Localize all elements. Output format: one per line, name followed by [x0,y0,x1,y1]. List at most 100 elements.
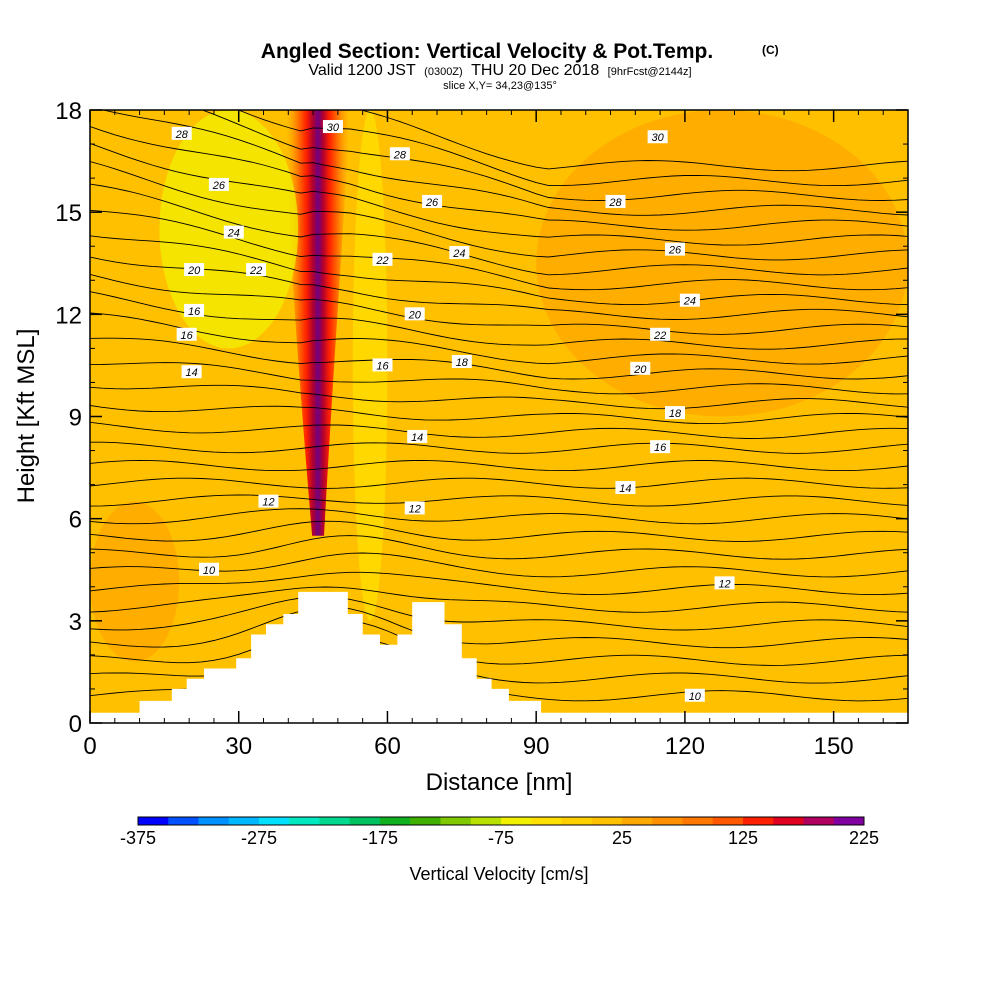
y-tick-label: 12 [55,302,82,329]
y-tick-label: 15 [55,200,82,227]
svg-text:14: 14 [411,432,423,444]
colorbar-swatch [591,817,623,825]
contour-label: 20 [630,361,651,376]
colorbar-swatch [289,817,320,825]
theta-contour-line [90,291,908,350]
contour-label: 16 [650,440,671,454]
axes: 0 30 60 90 120 150 0 3 6 9 12 15 18 [55,98,908,760]
contour-label: 16 [372,358,393,372]
plot-area: 28 30 28 30 26 28 26 24 26 24 22 20 22 24 16 20 16 22 18 16… [90,110,908,723]
svg-text:12: 12 [409,503,421,515]
contour-label: 24 [679,293,700,308]
theta-contour-line [90,459,908,472]
svg-text:16: 16 [188,306,201,318]
contour-label: 30 [322,120,343,134]
valid-date: THU 20 Dec 2018 [471,62,599,79]
theta-contour-line [90,520,908,542]
theta-contour-line [101,110,908,216]
colorbar-swatch [470,817,502,825]
updraft-core-0 [286,110,350,536]
theta-contour-line [90,312,908,365]
colorbar-swatch [501,817,532,825]
theta-contour-line [90,596,908,631]
colorbar-tick-label: -75 [488,828,514,848]
x-tick-label: 120 [665,733,705,760]
x-tick-label: 30 [225,733,252,760]
colorbar-tick-label: 25 [612,828,632,848]
colorbar-swatch [622,817,653,825]
colorbar: -375 -275 -175 -75 25 125 225 [120,816,879,848]
theta-contour-line [359,110,908,172]
theta-contour-line [90,273,908,335]
colorbar-swatch [228,817,260,825]
copyright-mark: (C) [762,43,779,57]
contour-label: 14 [181,365,202,379]
svg-text:22: 22 [249,265,262,277]
contour-label: 10 [198,562,219,577]
weak-updraft-1 [90,501,180,662]
colorbar-swatch [803,817,835,825]
contour-label: 18 [664,406,685,420]
svg-text:16: 16 [376,360,389,372]
theta-contour-line [90,161,908,261]
colorbar-tick-label: -175 [362,828,398,848]
svg-text:28: 28 [608,197,622,209]
theta-contour-line [90,619,908,666]
contour-label: 14 [615,481,636,495]
colorbar-swatch [652,817,683,825]
contour-label: 20 [184,263,205,277]
svg-text:18: 18 [669,408,682,420]
svg-text:20: 20 [408,309,422,321]
colorbar-swatch [773,817,804,825]
colorbar-swatch [380,817,411,825]
svg-text:16: 16 [654,442,667,454]
x-tick-label: 60 [374,733,401,760]
theta-contour-line [90,126,908,231]
svg-text:12: 12 [718,578,730,590]
theta-contour-line [90,256,908,320]
y-axis-title: Height [Kft MSL] [13,329,40,504]
svg-text:22: 22 [375,255,388,267]
svg-text:26: 26 [212,180,226,192]
svg-text:28: 28 [175,129,189,141]
colorbar-tick-label: -275 [241,828,277,848]
colorbar-swatch [712,817,744,825]
theta-contour-line [90,362,908,395]
contour-label: 26 [664,242,685,257]
svg-text:26: 26 [668,245,682,257]
terrain [90,591,908,723]
colorbar-swatch [743,817,774,825]
svg-text:10: 10 [203,565,216,577]
contour-label: 20 [404,307,425,321]
colorbar-swatch [349,817,381,825]
contour-label: 22 [372,252,393,267]
svg-text:24: 24 [452,248,465,260]
contour-label: 24 [223,225,244,240]
contour-label: 26 [208,177,229,192]
colorbar-swatch [440,817,472,825]
svg-text:10: 10 [689,691,702,703]
contour-label: 28 [605,194,626,209]
theta-contour-line [90,183,908,276]
chart-title: Angled Section: Vertical Velocity & Pot.… [261,40,713,63]
svg-text:28: 28 [393,149,407,161]
contour-label: 28 [171,126,192,141]
x-tick-label: 90 [523,733,550,760]
contour-label: 28 [389,147,410,161]
x-tick-label: 150 [814,733,854,760]
theta-contour-line [90,405,908,425]
contour-labels: 28 30 28 30 26 28 26 24 26 24 22 20 22 24 16 20 16 22 18 16… [171,120,735,703]
valid-line: Valid 1200 JST (0300Z) THU 20 Dec 2018 [… [308,62,691,79]
colorbar-swatch [319,817,351,825]
colorbar-frame [137,816,865,826]
weak-downdraft-3 [352,110,388,621]
y-tick-label: 9 [69,405,82,432]
svg-text:20: 20 [187,265,201,277]
svg-text:30: 30 [652,132,665,144]
colorbar-swatch [138,817,169,825]
theta-contour-line [90,384,908,410]
colorbar-swatch [531,817,562,825]
colorbar-swatch [168,817,199,825]
colorbar-tick-label: 225 [849,828,879,848]
colorbar-title: Vertical Velocity [cm/s] [409,864,588,884]
